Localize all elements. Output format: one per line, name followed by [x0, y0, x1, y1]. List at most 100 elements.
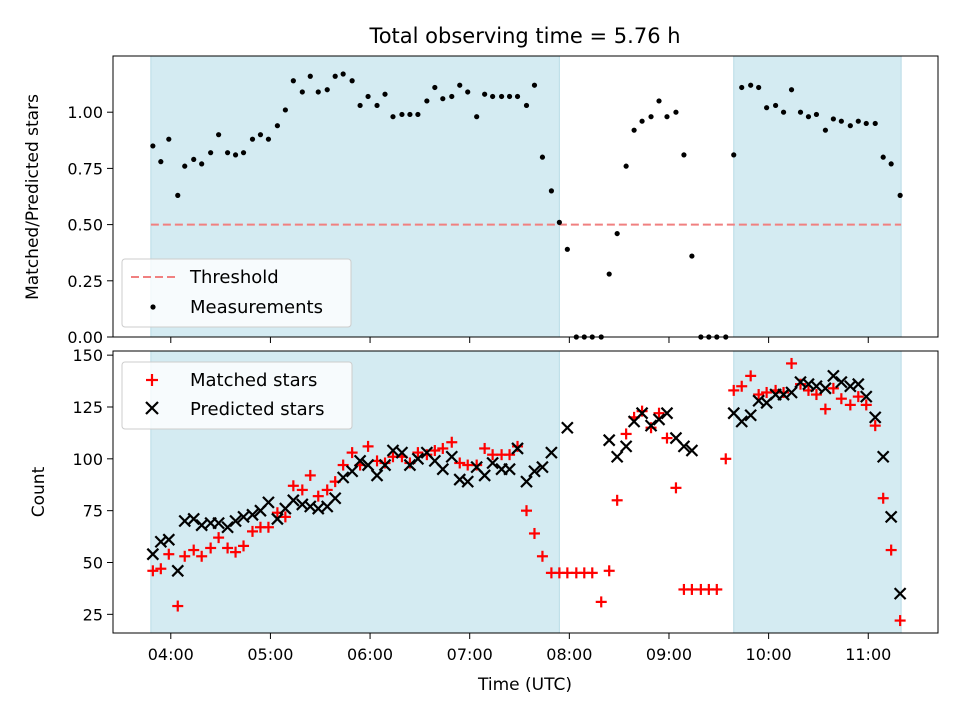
predicted-star-point	[436, 462, 450, 476]
top-measurement-point	[224, 150, 231, 156]
predicted-star-point	[785, 386, 798, 399]
matched-star-point	[736, 380, 748, 392]
chart-title: Total observing time = 5.76 h	[368, 24, 680, 48]
predicted-star-point	[386, 444, 400, 457]
top-panel-ylabel: Matched/Predicted stars	[23, 94, 43, 300]
top-measurement-point	[315, 89, 321, 95]
xtick-label: 11:00	[845, 645, 891, 664]
top-measurement-point	[739, 84, 745, 91]
predicted-star-point	[195, 518, 208, 532]
top-measurement-point	[872, 120, 878, 127]
top-measurement-point	[424, 98, 430, 104]
matched-star-point	[155, 563, 167, 575]
top-measurement-point	[307, 73, 313, 79]
top-measurement-point	[191, 156, 197, 163]
top-measurement-point	[440, 96, 446, 102]
xtick-label: 05:00	[247, 645, 293, 664]
matched-star-point	[238, 540, 250, 552]
top-panel: 0.00 0.25 0.50 0.75 1.00 Matched/Predicted s…	[23, 55, 939, 347]
bottom-panel-ylabel: Count	[29, 466, 49, 517]
top-measurement-point	[639, 118, 645, 124]
matched-star-point	[795, 378, 806, 390]
xtick-label: 07:00	[447, 645, 493, 664]
top-measurement-point	[880, 154, 886, 160]
legend-matched-label: Matched stars	[190, 370, 317, 391]
predicted-star-point	[229, 514, 242, 528]
predicted-star-point	[835, 375, 848, 389]
predicted-star-point	[652, 413, 666, 426]
matched-star-point	[728, 384, 740, 396]
top-ytick-label: 0.75	[67, 159, 103, 178]
predicted-star-point	[545, 446, 558, 459]
top-measurement-point	[623, 163, 629, 169]
top-measurement-point	[340, 71, 346, 77]
predicted-star-point	[328, 491, 342, 505]
top-measurement-point	[756, 84, 762, 91]
top-measurement-point	[240, 150, 247, 156]
predicted-star-point	[370, 469, 384, 482]
top-measurement-point	[390, 114, 396, 120]
matched-star-point	[188, 544, 200, 556]
matched-star-point	[287, 480, 299, 492]
matched-star-point	[196, 550, 208, 562]
predicted-star-point	[187, 512, 200, 526]
predicted-star-point	[528, 464, 541, 478]
predicted-star-point	[827, 369, 840, 383]
top-measurement-point	[780, 109, 787, 115]
predicted-star-point	[635, 406, 649, 420]
matched-star-point	[446, 436, 458, 448]
xtick-label: 10:00	[746, 645, 792, 664]
matched-star-point	[312, 490, 324, 502]
top-measurement-point	[332, 73, 338, 79]
matched-star-point	[603, 565, 615, 577]
top-measurement-point	[449, 93, 455, 100]
matched-star-point	[222, 542, 234, 554]
top-measurement-point	[897, 192, 903, 198]
matched-star-point	[620, 428, 632, 440]
matched-star-point	[720, 453, 732, 465]
matched-star-point	[844, 399, 856, 411]
predicted-star-point	[311, 502, 325, 515]
top-measurement-point	[656, 98, 662, 104]
matched-star-point	[761, 386, 773, 398]
top-measurement-point	[830, 116, 836, 122]
matched-star-point	[645, 422, 657, 434]
bottom-legend-box	[121, 361, 353, 430]
predicted-star-point	[395, 446, 409, 459]
top-measurement-point	[847, 123, 853, 129]
matched-star-point	[147, 565, 159, 577]
predicted-star-point	[685, 444, 699, 457]
matched-star-point	[636, 405, 648, 417]
top-measurement-point	[407, 111, 413, 118]
legend-matched-swatch	[146, 374, 158, 386]
matched-star-point	[670, 482, 682, 494]
predicted-star-point	[411, 452, 425, 466]
matched-star-point	[661, 432, 673, 444]
matched-star-point	[454, 457, 466, 469]
predicted-star-point	[561, 421, 574, 434]
predicted-star-point	[852, 377, 865, 391]
top-measurement-point	[282, 107, 288, 113]
top-legend: Threshold Measurements	[121, 258, 352, 328]
predicted-star-point	[610, 450, 624, 464]
top-measurement-point	[788, 87, 795, 93]
predicted-star-point	[536, 460, 549, 474]
matched-star-point	[745, 370, 757, 382]
matched-star-point	[179, 550, 191, 562]
top-measurement-point	[490, 93, 496, 100]
top-measurement-point	[813, 111, 820, 118]
top-measurement-point	[523, 102, 530, 109]
legend-threshold-label: Threshold	[189, 267, 279, 288]
predicted-star-point	[619, 440, 633, 453]
predicted-star-point	[461, 475, 474, 488]
predicted-star-point	[660, 406, 674, 420]
predicted-star-point	[520, 475, 533, 488]
matched-star-point	[296, 484, 308, 496]
top-measurement-point	[797, 109, 804, 115]
top-ytick-label: 0.25	[67, 272, 103, 291]
matched-star-point	[471, 459, 483, 471]
predicted-star-point	[237, 510, 250, 524]
x-axis-label: Time (UTC)	[477, 675, 572, 695]
top-measurement-point	[888, 161, 894, 167]
predicted-star-point	[744, 409, 757, 422]
